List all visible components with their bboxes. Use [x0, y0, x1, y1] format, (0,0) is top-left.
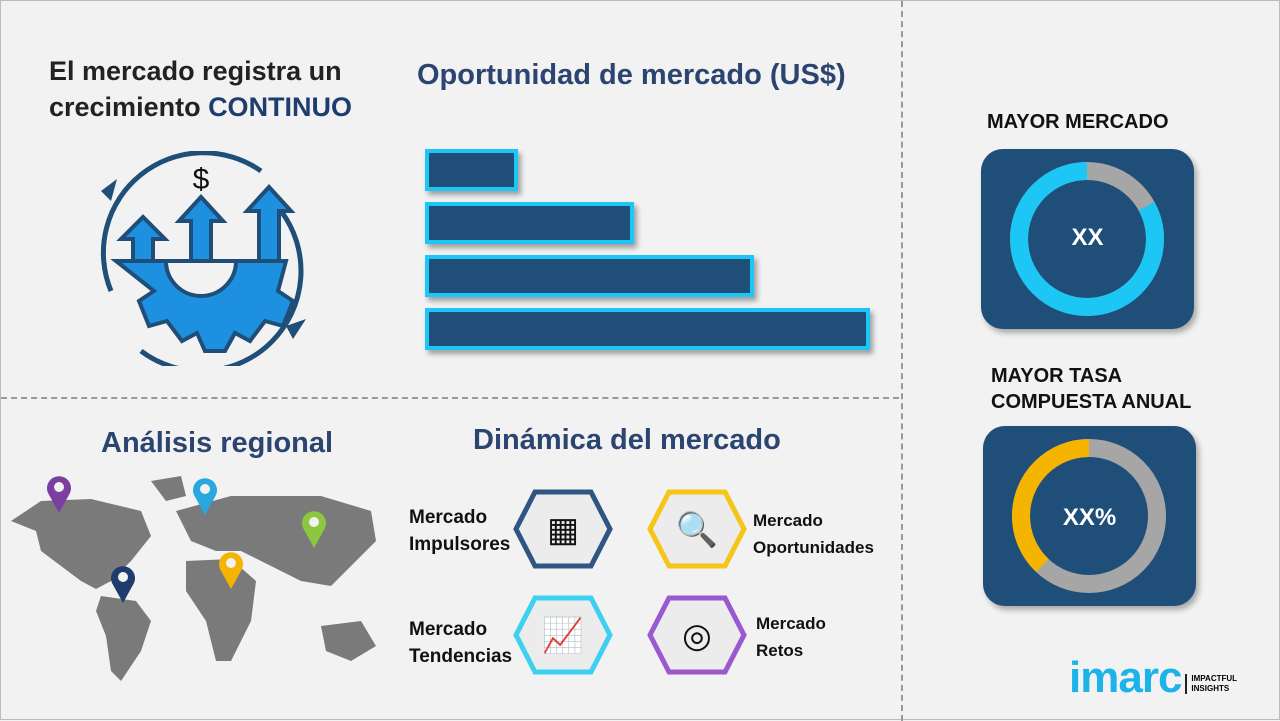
opportunity-bar	[425, 149, 519, 191]
dynamics-hexagon: ▦	[513, 489, 613, 569]
location-pin-icon	[219, 552, 243, 589]
dynamics-hexagon: 📈	[513, 595, 613, 675]
donut-fill-arc	[1010, 162, 1164, 316]
dynamics-label: Mercado Oportunidades	[753, 511, 874, 557]
donut-fill-arc	[1012, 439, 1166, 593]
opportunity-bar	[425, 308, 870, 350]
location-pin-icon	[193, 478, 217, 515]
world-map	[11, 476, 376, 681]
vertical-divider	[901, 1, 903, 721]
dynamics-hexagon: 🔍	[647, 489, 747, 569]
bar-chart-trend-icon: 📈	[542, 616, 584, 655]
opportunity-bar	[425, 202, 635, 244]
magnifier-dollar-icon: 🔍	[676, 508, 718, 549]
puzzle-icon: ▦	[547, 511, 579, 549]
cagr-card: XX%	[983, 426, 1196, 606]
dynamics-label: Mercado Retos	[756, 614, 826, 660]
largest-market-donut	[1010, 162, 1164, 316]
logo-tagline: IMPACTFUL INSIGHTS	[1185, 674, 1237, 694]
cagr-title: MAYOR TASA COMPUESTA ANUAL	[991, 365, 1192, 413]
horizontal-divider	[1, 397, 899, 399]
imarc-logo: imarc IMPACTFUL INSIGHTS	[1069, 656, 1237, 700]
opportunity-bar	[425, 255, 755, 297]
cagr-donut	[1012, 439, 1166, 593]
location-pin-icon	[302, 511, 326, 548]
opportunity-title: Oportunidad de mercado (US$)	[417, 59, 846, 91]
dynamics-label: Mercado Impulsores	[409, 507, 511, 555]
regional-title: Análisis regional	[101, 427, 334, 459]
growth-heading: El mercado registra un crecimiento CONTI…	[49, 56, 353, 122]
svg-text:$: $	[193, 163, 210, 196]
cagr-value: XX%	[1062, 504, 1117, 531]
dynamics-title: Dinámica del mercado	[473, 424, 781, 456]
logo-brand: imarc	[1069, 653, 1182, 702]
location-pin-icon	[47, 476, 71, 513]
target-icon: ◎	[682, 617, 712, 655]
largest-market-value: XX	[1071, 224, 1104, 251]
growth-gear-icon: $	[100, 151, 306, 366]
location-pin-icon	[111, 566, 135, 603]
dynamics-hexagon: ◎	[647, 595, 747, 675]
largest-market-title: MAYOR MERCADO	[987, 111, 1169, 133]
largest-market-card: XX	[981, 149, 1194, 329]
dynamics-label: Mercado Tendencias	[409, 619, 513, 667]
